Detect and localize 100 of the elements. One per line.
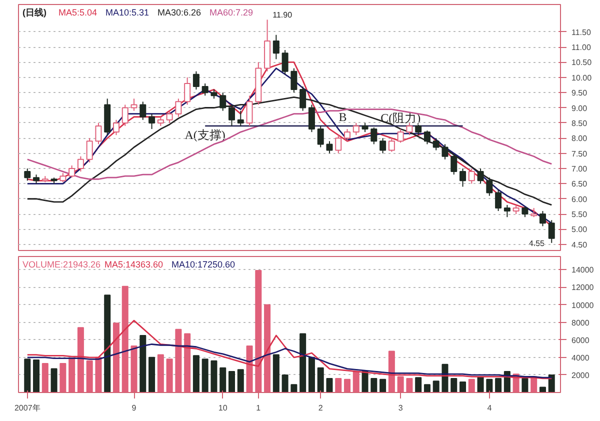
- candlestick: [228, 104, 235, 126]
- y-tick-label: 5.00: [572, 225, 588, 234]
- y-tick-label: 5.50: [572, 210, 588, 220]
- y-tick-label: 12000: [572, 283, 594, 292]
- bar: [140, 334, 146, 392]
- x-tick-label: 1: [256, 404, 262, 412]
- bar: [77, 327, 84, 392]
- candlestick: [424, 130, 430, 145]
- candlestick: [460, 168, 466, 188]
- candlestick: [317, 125, 324, 148]
- candlestick: [308, 104, 315, 133]
- bar: [406, 378, 413, 392]
- bar: [335, 378, 342, 392]
- bar: [112, 322, 120, 392]
- bar: [326, 378, 333, 392]
- candlestick: [450, 154, 458, 176]
- line-series: [26, 108, 552, 180]
- bar: [166, 358, 173, 392]
- bar: [192, 355, 200, 392]
- bar: [237, 369, 244, 392]
- x-tick-label: 4: [487, 404, 492, 412]
- y-tick-label: 9.50: [572, 88, 588, 98]
- candlestick: [112, 119, 120, 136]
- bar: [175, 328, 182, 392]
- bar: [122, 286, 128, 392]
- bar: [370, 378, 378, 392]
- candlestick: [192, 70, 200, 90]
- bar: [68, 358, 76, 392]
- candlestick: [326, 140, 333, 154]
- candlestick: [24, 168, 31, 182]
- y-tick-label: 4.50: [572, 240, 588, 250]
- bar: [432, 380, 440, 392]
- candlestick: [344, 128, 351, 142]
- candlestick: [140, 101, 146, 120]
- candlestick: [86, 138, 93, 163]
- candlestick: [184, 76, 191, 106]
- bar: [33, 360, 40, 392]
- y-tick-label: 10.00: [572, 73, 592, 82]
- candlestick: [397, 128, 404, 144]
- y-tick-label: 11.00: [572, 43, 592, 52]
- candlestick: [95, 122, 102, 145]
- line-series: [26, 344, 552, 378]
- x-tick-label: 2007年: [14, 404, 40, 412]
- candlestick: [282, 50, 288, 75]
- chart-title: (日线): [22, 8, 46, 18]
- bar: [24, 358, 31, 392]
- candlestick: [68, 164, 76, 178]
- bar: [202, 358, 208, 392]
- text: MA60:7.29: [210, 8, 254, 18]
- bar: [468, 378, 475, 392]
- text: MA30:6.26: [158, 8, 202, 18]
- bar: [104, 294, 111, 392]
- bar: [300, 333, 306, 392]
- y-tick-label: 7.00: [572, 164, 588, 174]
- candlestick: [442, 144, 448, 160]
- bar: [388, 350, 395, 392]
- bar: [380, 378, 386, 392]
- x-tick-label: 3: [398, 404, 404, 412]
- y-tick-label: 9.00: [572, 104, 588, 113]
- y-tick-label: 2000: [572, 370, 590, 380]
- y-tick-label: 7.50: [572, 149, 588, 158]
- y-tick-label: 6.00: [572, 194, 588, 204]
- bar: [210, 360, 218, 392]
- bar: [246, 345, 253, 392]
- candlestick: [380, 138, 386, 154]
- candlestick: [130, 98, 138, 112]
- candlestick: [432, 138, 440, 151]
- candlestick: [468, 168, 475, 184]
- candlestick: [122, 104, 128, 126]
- bar: [290, 384, 298, 392]
- candlestick: [477, 168, 484, 184]
- candlestick: [522, 206, 528, 218]
- y-tick-label: 4000: [572, 353, 590, 362]
- bar: [486, 378, 493, 392]
- bar: [42, 363, 48, 392]
- candlestick: [512, 204, 520, 215]
- candlestick: [548, 220, 555, 244]
- bar: [352, 370, 360, 392]
- bar: [477, 376, 484, 392]
- text: MA5:14363.60: [104, 260, 164, 270]
- bar: [50, 368, 58, 392]
- bar: [460, 381, 466, 392]
- candlestick: [290, 68, 298, 94]
- bar: [220, 367, 226, 392]
- bar: [344, 378, 351, 392]
- candlestick: [539, 210, 546, 227]
- text: MA10:17250.60: [172, 260, 236, 270]
- candlestick: [246, 95, 253, 126]
- bar: [450, 378, 458, 392]
- bar: [60, 363, 66, 392]
- bar: [397, 376, 404, 392]
- bar: [184, 333, 191, 392]
- bar: [308, 356, 315, 392]
- line-series: [26, 320, 552, 380]
- bar: [522, 378, 528, 392]
- x-tick-label: 9: [132, 404, 137, 412]
- candlestick: [33, 174, 40, 184]
- candlestick: [388, 138, 395, 152]
- bar: [282, 374, 288, 392]
- text: MA5:5.04: [58, 8, 98, 18]
